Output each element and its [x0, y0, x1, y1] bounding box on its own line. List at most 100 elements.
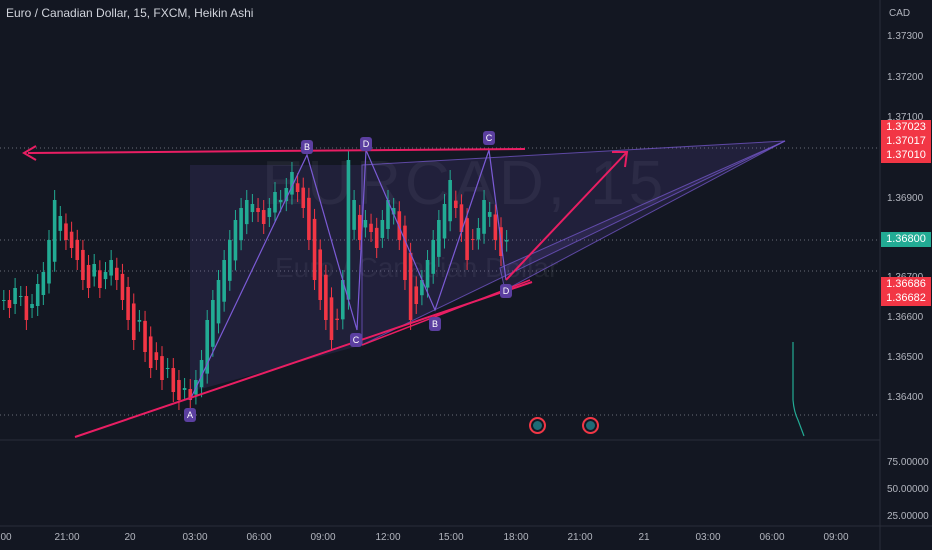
price-tick-1.37300: 1.37300: [887, 31, 924, 42]
price-tick-1.37200: 1.37200: [887, 72, 924, 83]
candle-body: [425, 260, 430, 288]
price-label-5: 1.36686: [881, 277, 931, 292]
candle-body: [13, 288, 17, 304]
candle-body: [7, 300, 12, 308]
pattern-abcd-1: [189, 149, 367, 401]
time-tick: 00: [0, 532, 12, 543]
price-label-6: 1.36682: [881, 291, 931, 306]
candle-body: [47, 240, 51, 284]
triangle-zone-right: [499, 140, 786, 291]
candle-body: [386, 200, 390, 229]
candle-body: [109, 260, 113, 276]
candle-body: [414, 286, 419, 304]
indicator-tick-75: 75.00000: [887, 457, 929, 468]
candle-body: [380, 220, 385, 238]
point-b2-label[interactable]: B: [429, 317, 441, 331]
time-tick: 03:00: [695, 532, 721, 543]
price-label-3: 1.37010: [881, 148, 931, 163]
event-icon-1[interactable]: [529, 417, 546, 434]
resistance-arrowhead: [22, 145, 37, 161]
candle-body: [482, 200, 486, 234]
candle-body: [222, 260, 226, 302]
time-tick: 06:00: [246, 532, 272, 543]
candle-body: [233, 220, 238, 261]
candle-body: [211, 300, 215, 347]
candle-body: [420, 280, 424, 296]
time-tick: 18:00: [503, 532, 529, 543]
support-line: [74, 281, 533, 438]
candle-body: [154, 352, 159, 360]
candle-body: [244, 200, 249, 225]
candle-body: [476, 228, 481, 240]
candle-body: [454, 200, 458, 208]
candle-body: [307, 197, 311, 240]
time-tick: 12:00: [375, 532, 401, 543]
candle-body: [295, 183, 300, 192]
time-tick: 21: [638, 532, 650, 543]
candle-body: [205, 320, 209, 374]
time-tick: 03:00: [182, 532, 208, 543]
candle-body: [352, 200, 356, 230]
candle-body: [182, 388, 187, 391]
candle-body: [69, 231, 74, 248]
candle-body: [75, 239, 80, 260]
candle-body: [431, 240, 435, 274]
candle-body: [2, 300, 6, 301]
event-icon-2[interactable]: [582, 417, 599, 434]
candle-body: [98, 270, 102, 288]
rectangle-zone: [190, 165, 362, 392]
time-tick: 06:00: [759, 532, 785, 543]
candle-body: [177, 380, 181, 400]
candle-body: [148, 336, 153, 368]
indicator-tick-50: 50.00000: [887, 484, 929, 495]
candle-body: [403, 225, 407, 280]
candlestick-series: [2, 150, 509, 410]
candle-body: [171, 368, 176, 392]
candle-body: [165, 368, 170, 369]
candle-body: [120, 273, 125, 300]
candle-body: [35, 284, 40, 306]
candle-body: [335, 318, 339, 320]
price-tick-1.36400: 1.36400: [887, 392, 924, 403]
time-tick: 09:00: [310, 532, 336, 543]
point-b-label[interactable]: B: [301, 140, 313, 154]
resistance-line: [27, 148, 526, 154]
point-d2-label[interactable]: D: [500, 284, 512, 298]
candle-body: [465, 218, 469, 260]
candle-body: [137, 320, 142, 322]
price-tick-1.37100: 1.37100: [887, 112, 924, 123]
candle-body: [448, 180, 452, 222]
candle-body: [493, 214, 498, 240]
price-tick-1.36900: 1.36900: [887, 193, 924, 204]
candle-body: [267, 208, 272, 218]
candle-body: [115, 267, 119, 280]
point-c2-label[interactable]: C: [483, 131, 495, 145]
candle-body: [131, 303, 136, 340]
candle-body: [64, 223, 68, 240]
candle-body: [341, 280, 345, 320]
candle-body: [199, 360, 204, 388]
candle-body: [324, 274, 328, 320]
candle-body: [126, 286, 130, 320]
candle-body: [391, 208, 396, 215]
chart-title[interactable]: Euro / Canadian Dollar, 15, FXCM, Heikin…: [6, 6, 254, 20]
candle-body: [256, 208, 260, 212]
time-tick: 21:00: [567, 532, 593, 543]
point-d-label[interactable]: D: [360, 137, 372, 151]
candle-body: [284, 188, 289, 202]
indicator-line: [792, 342, 805, 437]
candle-body: [363, 220, 368, 228]
time-tick: 15:00: [438, 532, 464, 543]
candle-body: [357, 214, 362, 240]
candle-body: [92, 264, 96, 277]
candle-body: [369, 223, 373, 232]
last-price-label: 1.36800: [881, 232, 931, 247]
candle-body: [459, 204, 464, 232]
point-a-label[interactable]: A: [184, 408, 196, 422]
target-arrow-line: [505, 151, 628, 281]
candle-body: [228, 240, 232, 281]
target-arrowhead: [612, 151, 629, 168]
candle-body: [160, 356, 164, 380]
point-c-label[interactable]: C: [350, 333, 362, 347]
